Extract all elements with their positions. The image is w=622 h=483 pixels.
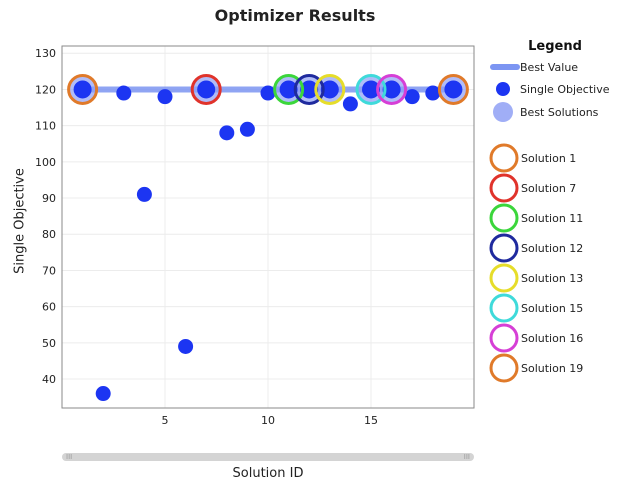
best-solution-ring <box>355 73 387 105</box>
legend-solution-ring <box>489 203 519 233</box>
plot-frame <box>61 45 475 409</box>
best-solution-ring <box>190 73 222 105</box>
x-axis-ticks: 5 10 15 <box>162 414 379 427</box>
x-axis-label: Solution ID <box>232 466 304 481</box>
legend-solution-ring <box>489 233 519 263</box>
plot-marks <box>67 73 469 402</box>
data-point <box>116 85 132 101</box>
legend-solution-label: Solution 7 <box>521 182 576 195</box>
y-tick-label: 120 <box>35 83 56 96</box>
y-tick-label: 90 <box>42 192 56 205</box>
x-tick-label: 5 <box>162 414 169 427</box>
best-solution-ring <box>273 73 305 105</box>
legend-label: Single Objective <box>520 83 610 96</box>
x-tick-label: 15 <box>364 414 378 427</box>
x-tick-label: 10 <box>261 414 275 427</box>
y-tick-label: 70 <box>42 264 56 277</box>
data-point <box>404 89 420 105</box>
legend-solution-ring <box>489 173 519 203</box>
y-tick-label: 130 <box>35 47 56 60</box>
data-point <box>362 80 380 99</box>
best-solution-ring <box>67 73 99 105</box>
data-point <box>300 80 319 99</box>
data-point <box>425 85 441 101</box>
data-point <box>95 386 111 402</box>
scrollbar-left-grip[interactable]: III <box>66 453 73 461</box>
data-point <box>342 96 358 112</box>
legend-solution-label: Solution 13 <box>521 272 583 285</box>
legend-solution-label: Solution 16 <box>521 332 583 345</box>
legend-solution-label: Solution 19 <box>521 362 583 375</box>
legend-solution-ring <box>489 353 519 383</box>
legend-solution-label: Solution 1 <box>521 152 576 165</box>
y-tick-label: 50 <box>42 337 56 350</box>
legend-single-objective-swatch <box>496 82 510 96</box>
legend-best-solutions-swatch <box>493 102 513 122</box>
data-point <box>73 80 92 99</box>
legend-title: Legend <box>528 39 582 54</box>
chart-title: Optimizer Results <box>214 6 376 25</box>
best-solution-ring <box>314 73 346 105</box>
legend-label: Best Value <box>520 61 578 74</box>
legend-solution-ring <box>489 143 519 173</box>
y-tick-label: 100 <box>35 156 56 169</box>
legend-label: Best Solutions <box>520 106 599 119</box>
legend-solution-label: Solution 15 <box>521 302 583 315</box>
y-tick-label: 80 <box>42 228 56 241</box>
legend: Legend Best Value Single Objective Best Sol… <box>489 39 610 383</box>
data-point <box>444 80 463 99</box>
best-solution-ring <box>293 73 325 105</box>
data-point <box>239 121 255 137</box>
data-point <box>136 186 152 202</box>
legend-solution-label: Solution 11 <box>521 212 583 225</box>
y-tick-label: 60 <box>42 301 56 314</box>
data-point <box>219 125 235 141</box>
data-point <box>382 80 401 99</box>
y-tick-label: 40 <box>42 373 56 386</box>
y-axis-ticks: 40 50 60 70 80 90 100 110 120 130 <box>35 47 56 386</box>
best-solution-ring <box>376 73 408 105</box>
data-point <box>279 80 298 99</box>
y-axis-label: Single Objective <box>12 168 28 274</box>
horizontal-scrollbar[interactable]: III III <box>62 453 474 461</box>
data-point <box>157 89 173 105</box>
data-point <box>260 85 276 101</box>
legend-solution-ring <box>489 263 519 293</box>
y-tick-label: 110 <box>35 120 56 133</box>
legend-solution-label: Solution 12 <box>521 242 583 255</box>
data-point <box>197 80 216 99</box>
data-point <box>320 80 339 99</box>
data-point <box>178 338 194 354</box>
legend-solution-ring <box>489 323 519 353</box>
scrollbar-right-grip[interactable]: III <box>463 453 470 461</box>
best-solution-ring <box>437 73 469 105</box>
legend-solution-ring <box>489 293 519 323</box>
